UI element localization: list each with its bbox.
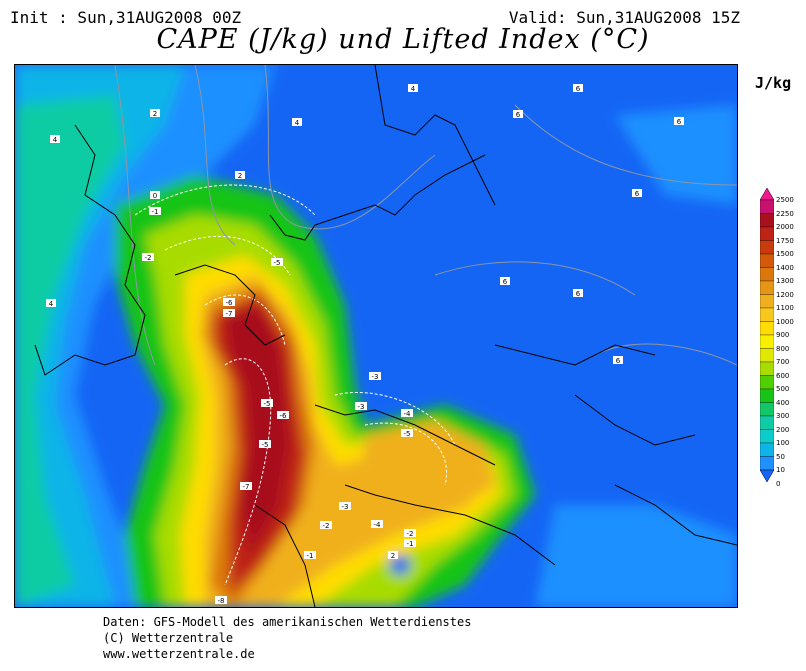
legend-swatch [760,240,774,255]
legend-label: 1400 [776,263,794,272]
contour-label: 4 [53,136,58,144]
lifted-index-contours [134,184,456,586]
contour-label: -5 [262,441,269,449]
valid-time: Valid: Sun,31AUG2008 15Z [508,8,740,27]
contour-label: -1 [152,208,159,216]
legend-label: 700 [776,358,790,366]
contour-label: -5 [404,430,411,438]
legend-swatch [760,361,774,376]
legend-swatch [760,253,774,268]
contour-label: -1 [407,540,414,548]
footer-source: Daten: GFS-Modell des amerikanischen Wet… [103,615,472,629]
contour-label: 6 [576,85,581,93]
footer: Daten: GFS-Modell des amerikanischen Wet… [103,614,471,662]
legend-label: 10 [776,466,785,474]
legend-label: 2250 [776,209,794,218]
legend-swatch [760,402,774,417]
legend-swatch [760,429,774,444]
contour-label: 6 [677,118,682,126]
legend-label: 100 [776,439,790,447]
footer-copyright: (C) Wetterzentrale [103,631,234,645]
coastlines [34,65,737,607]
contour-label: 4 [295,119,300,127]
legend-label: 1750 [776,236,794,245]
legend-label: 1100 [776,304,794,312]
contour-label: -2 [145,254,152,262]
contour-label: -3 [342,503,349,511]
contour-label: 2 [153,110,157,118]
contour-label: -8 [218,597,225,605]
legend-label: 1300 [776,277,794,285]
contour-label: 4 [49,300,54,308]
legend-swatch [760,267,774,282]
contour-label: 6 [503,278,508,286]
cape-map: 2 4 2 4 4 6 6 6 6 6 6 6 0 -1 -2 -5 -6 -7… [14,64,738,608]
contour-label: 4 [411,85,416,93]
legend-label: 500 [776,385,790,393]
color-legend [760,188,774,482]
legend-label: 2000 [776,223,794,231]
contour-label: 2 [238,172,242,180]
map-title: CAPE (J/kg) und Lifted Index (°C) [156,24,650,55]
legend-label: 1500 [776,250,794,258]
legend-label: 0 [776,479,781,488]
legend-swatch [760,188,774,201]
legend-unit: J/kg [755,74,792,92]
contour-label: 6 [616,357,621,365]
legend-label: 800 [776,344,790,353]
contour-label: -2 [323,522,330,530]
legend-swatch [760,294,774,309]
contour-label: 6 [576,290,581,298]
legend-swatch [760,226,774,241]
contour-label: -4 [404,410,412,418]
legend-swatch [760,456,774,471]
legend-swatch [760,375,774,390]
legend-swatch [760,307,774,322]
legend-label: 2500 [776,196,794,204]
contour-label: -1 [307,552,314,560]
legend-swatch [760,469,774,482]
contour-label: 0 [153,192,157,200]
init-time: Init : Sun,31AUG2008 00Z [10,8,242,27]
legend-swatch [760,213,774,228]
contour-label: 6 [635,190,640,198]
legend-swatch [760,348,774,363]
contour-label: -3 [372,373,379,381]
contour-label: -5 [264,400,271,408]
contour-label: -5 [274,259,281,267]
contour-label: -7 [226,310,233,318]
legend-label: 900 [776,331,790,339]
legend-swatch [760,388,774,403]
legend-label: 1200 [776,290,794,299]
contour-label: -6 [226,299,234,307]
legend-swatch [760,199,774,214]
legend-swatch [760,442,774,457]
contour-label: -3 [358,403,365,411]
contour-label: 2 [391,552,395,560]
legend-label: 300 [776,412,790,420]
map-canvas: 2 4 2 4 4 6 6 6 6 6 6 6 0 -1 -2 -5 -6 -7… [15,65,737,607]
legend-label: 50 [776,452,785,461]
legend-label: 1000 [776,317,794,326]
legend-label: 400 [776,398,790,407]
contour-labels: 2 4 2 4 4 6 6 6 6 6 6 6 0 -1 -2 -5 -6 -7… [46,84,684,605]
legend-label: 200 [776,425,790,434]
legend-swatch [760,415,774,430]
legend-swatch [760,334,774,349]
contour-label: 6 [516,111,521,119]
contour-label: -2 [407,530,414,538]
contour-label: -6 [280,412,288,420]
legend-swatch [760,321,774,336]
legend-label: 600 [776,371,790,380]
legend-swatch [760,280,774,295]
cape-field [15,65,737,607]
contour-label: -4 [374,521,382,529]
contour-label: -7 [243,483,250,491]
footer-url: www.wetterzentrale.de [103,647,255,661]
isolines [114,65,737,366]
